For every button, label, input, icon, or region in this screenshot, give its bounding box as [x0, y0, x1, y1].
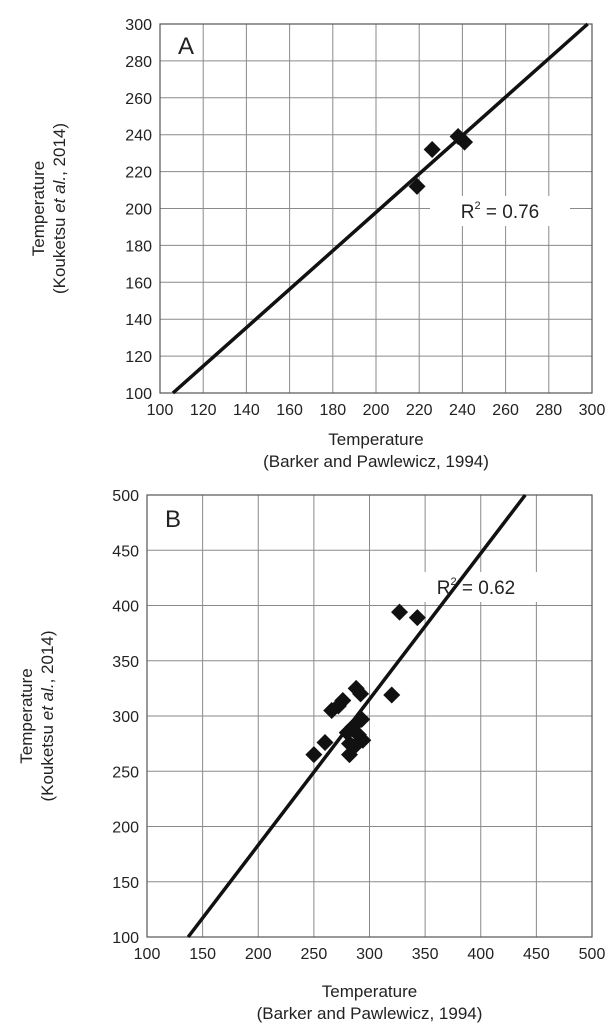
panel-b-x-tick-label-3: 250 [301, 946, 328, 963]
panel-b-data-point-1 [316, 734, 334, 752]
panel-b-letter-bg [161, 505, 187, 533]
panel-a-trend-line [171, 22, 589, 395]
panel-b-x-tick-label-6: 400 [467, 946, 494, 963]
panel-b-data-point-12 [352, 685, 370, 703]
panel-a-data-point-1 [423, 140, 441, 158]
panel-a-y-tick-label-3: 160 [125, 275, 152, 292]
panel-a-r2-annotation: R2 = 0.76 [461, 200, 540, 223]
panel-a-y-tick-label-5: 200 [125, 202, 152, 219]
panel-b-y-tick-label-4: 300 [112, 709, 139, 726]
panel-b-data-point-15 [383, 686, 401, 704]
panel-b-y-tick-label-8: 500 [112, 488, 139, 505]
panel-a-y-tick-label-2: 140 [125, 312, 152, 329]
panel-a-x-tick-label-4: 180 [319, 402, 346, 419]
panel-a-x-tick-label-8: 260 [492, 402, 519, 419]
panel-b: 100 150 200 250 300 350 400 450 500 100 150 200 250 3… [17, 488, 605, 1023]
panel-b-data-point-14 [354, 731, 372, 749]
panel-b-x-tick-label-4: 300 [356, 946, 383, 963]
panel-a-y-tick-label-10: 300 [125, 17, 152, 34]
panel-a-data-point-0 [408, 177, 426, 195]
panel-a-x-tick-label-9: 280 [535, 402, 562, 419]
panel-a-y-axis-subtitle: (Kouketsu et al., 2014) [50, 123, 69, 294]
panel-a-y-tick-label-4: 180 [125, 238, 152, 255]
panel-a-x-tick-label-6: 220 [406, 402, 433, 419]
panel-b-x-tick-label-8: 500 [579, 946, 606, 963]
panel-b-y-tick-label-1: 150 [112, 875, 139, 892]
panel-a-panel-letter: A [178, 33, 194, 60]
panel-b-x-axis-subtitle: (Barker and Pawlewicz, 1994) [257, 1004, 483, 1023]
panel-b-y-axis-title: Temperature [17, 668, 36, 763]
panel-a-y-tick-label-7: 240 [125, 128, 152, 145]
panel-a: 100 120 140 160 180 200 220 240 260 280 300 100 120 1… [29, 17, 605, 471]
panel-a-y-tick-label-1: 120 [125, 349, 152, 366]
panel-b-y-tick-label-2: 200 [112, 820, 139, 837]
panel-b-y-tick-label-3: 250 [112, 764, 139, 781]
panel-a-r2-bg [430, 196, 570, 226]
panel-b-data-point-4 [334, 692, 352, 710]
panel-b-data-point-17 [408, 609, 426, 627]
panel-a-x-tick-label-10: 300 [579, 402, 606, 419]
panel-a-x-axis-subtitle: (Barker and Pawlewicz, 1994) [263, 452, 489, 471]
panel-a-y-tick-label-6: 220 [125, 165, 152, 182]
panel-b-trend-line [186, 493, 527, 939]
panel-b-x-tick-label-2: 200 [245, 946, 272, 963]
panel-b-x-tick-label-1: 150 [189, 946, 216, 963]
panel-a-y-tick-label-9: 280 [125, 54, 152, 71]
panel-a-plot-frame [159, 23, 593, 394]
panel-a-x-tick-label-0: 100 [147, 402, 174, 419]
panel-b-y-tick-label-0: 100 [112, 930, 139, 947]
panel-a-x-tick-label-1: 120 [190, 402, 217, 419]
panel-b-r2-annotation: R2 = 0.62 [437, 576, 516, 599]
panel-b-r2-bg [406, 572, 546, 602]
panel-a-letter-bg [174, 32, 200, 60]
panel-b-panel-letter: B [165, 506, 181, 533]
panel-a-x-tick-label-3: 160 [276, 402, 303, 419]
panel-b-x-tick-label-0: 100 [134, 946, 161, 963]
panel-b-plot-frame [146, 494, 593, 938]
panel-a-y-tick-label-0: 100 [125, 386, 152, 403]
panel-b-data-point-16 [391, 603, 409, 621]
panel-b-y-tick-label-7: 450 [112, 543, 139, 560]
panel-a-x-tick-label-7: 240 [449, 402, 476, 419]
panel-b-y-axis-subtitle: (Kouketsu et al., 2014) [38, 630, 57, 801]
panel-a-y-axis-title: Temperature [29, 161, 48, 256]
panel-b-x-axis-title: Temperature [322, 982, 417, 1001]
panel-b-data-point-0 [305, 746, 323, 764]
panel-b-x-tick-label-5: 350 [412, 946, 439, 963]
panel-a-y-tick-label-8: 260 [125, 91, 152, 108]
panel-b-y-tick-label-5: 350 [112, 654, 139, 671]
panel-b-x-tick-label-7: 450 [523, 946, 550, 963]
panel-a-x-tick-label-2: 140 [233, 402, 260, 419]
panel-b-y-tick-label-6: 400 [112, 599, 139, 616]
panel-a-x-axis-title: Temperature [328, 430, 423, 449]
panel-a-x-tick-label-5: 200 [363, 402, 390, 419]
